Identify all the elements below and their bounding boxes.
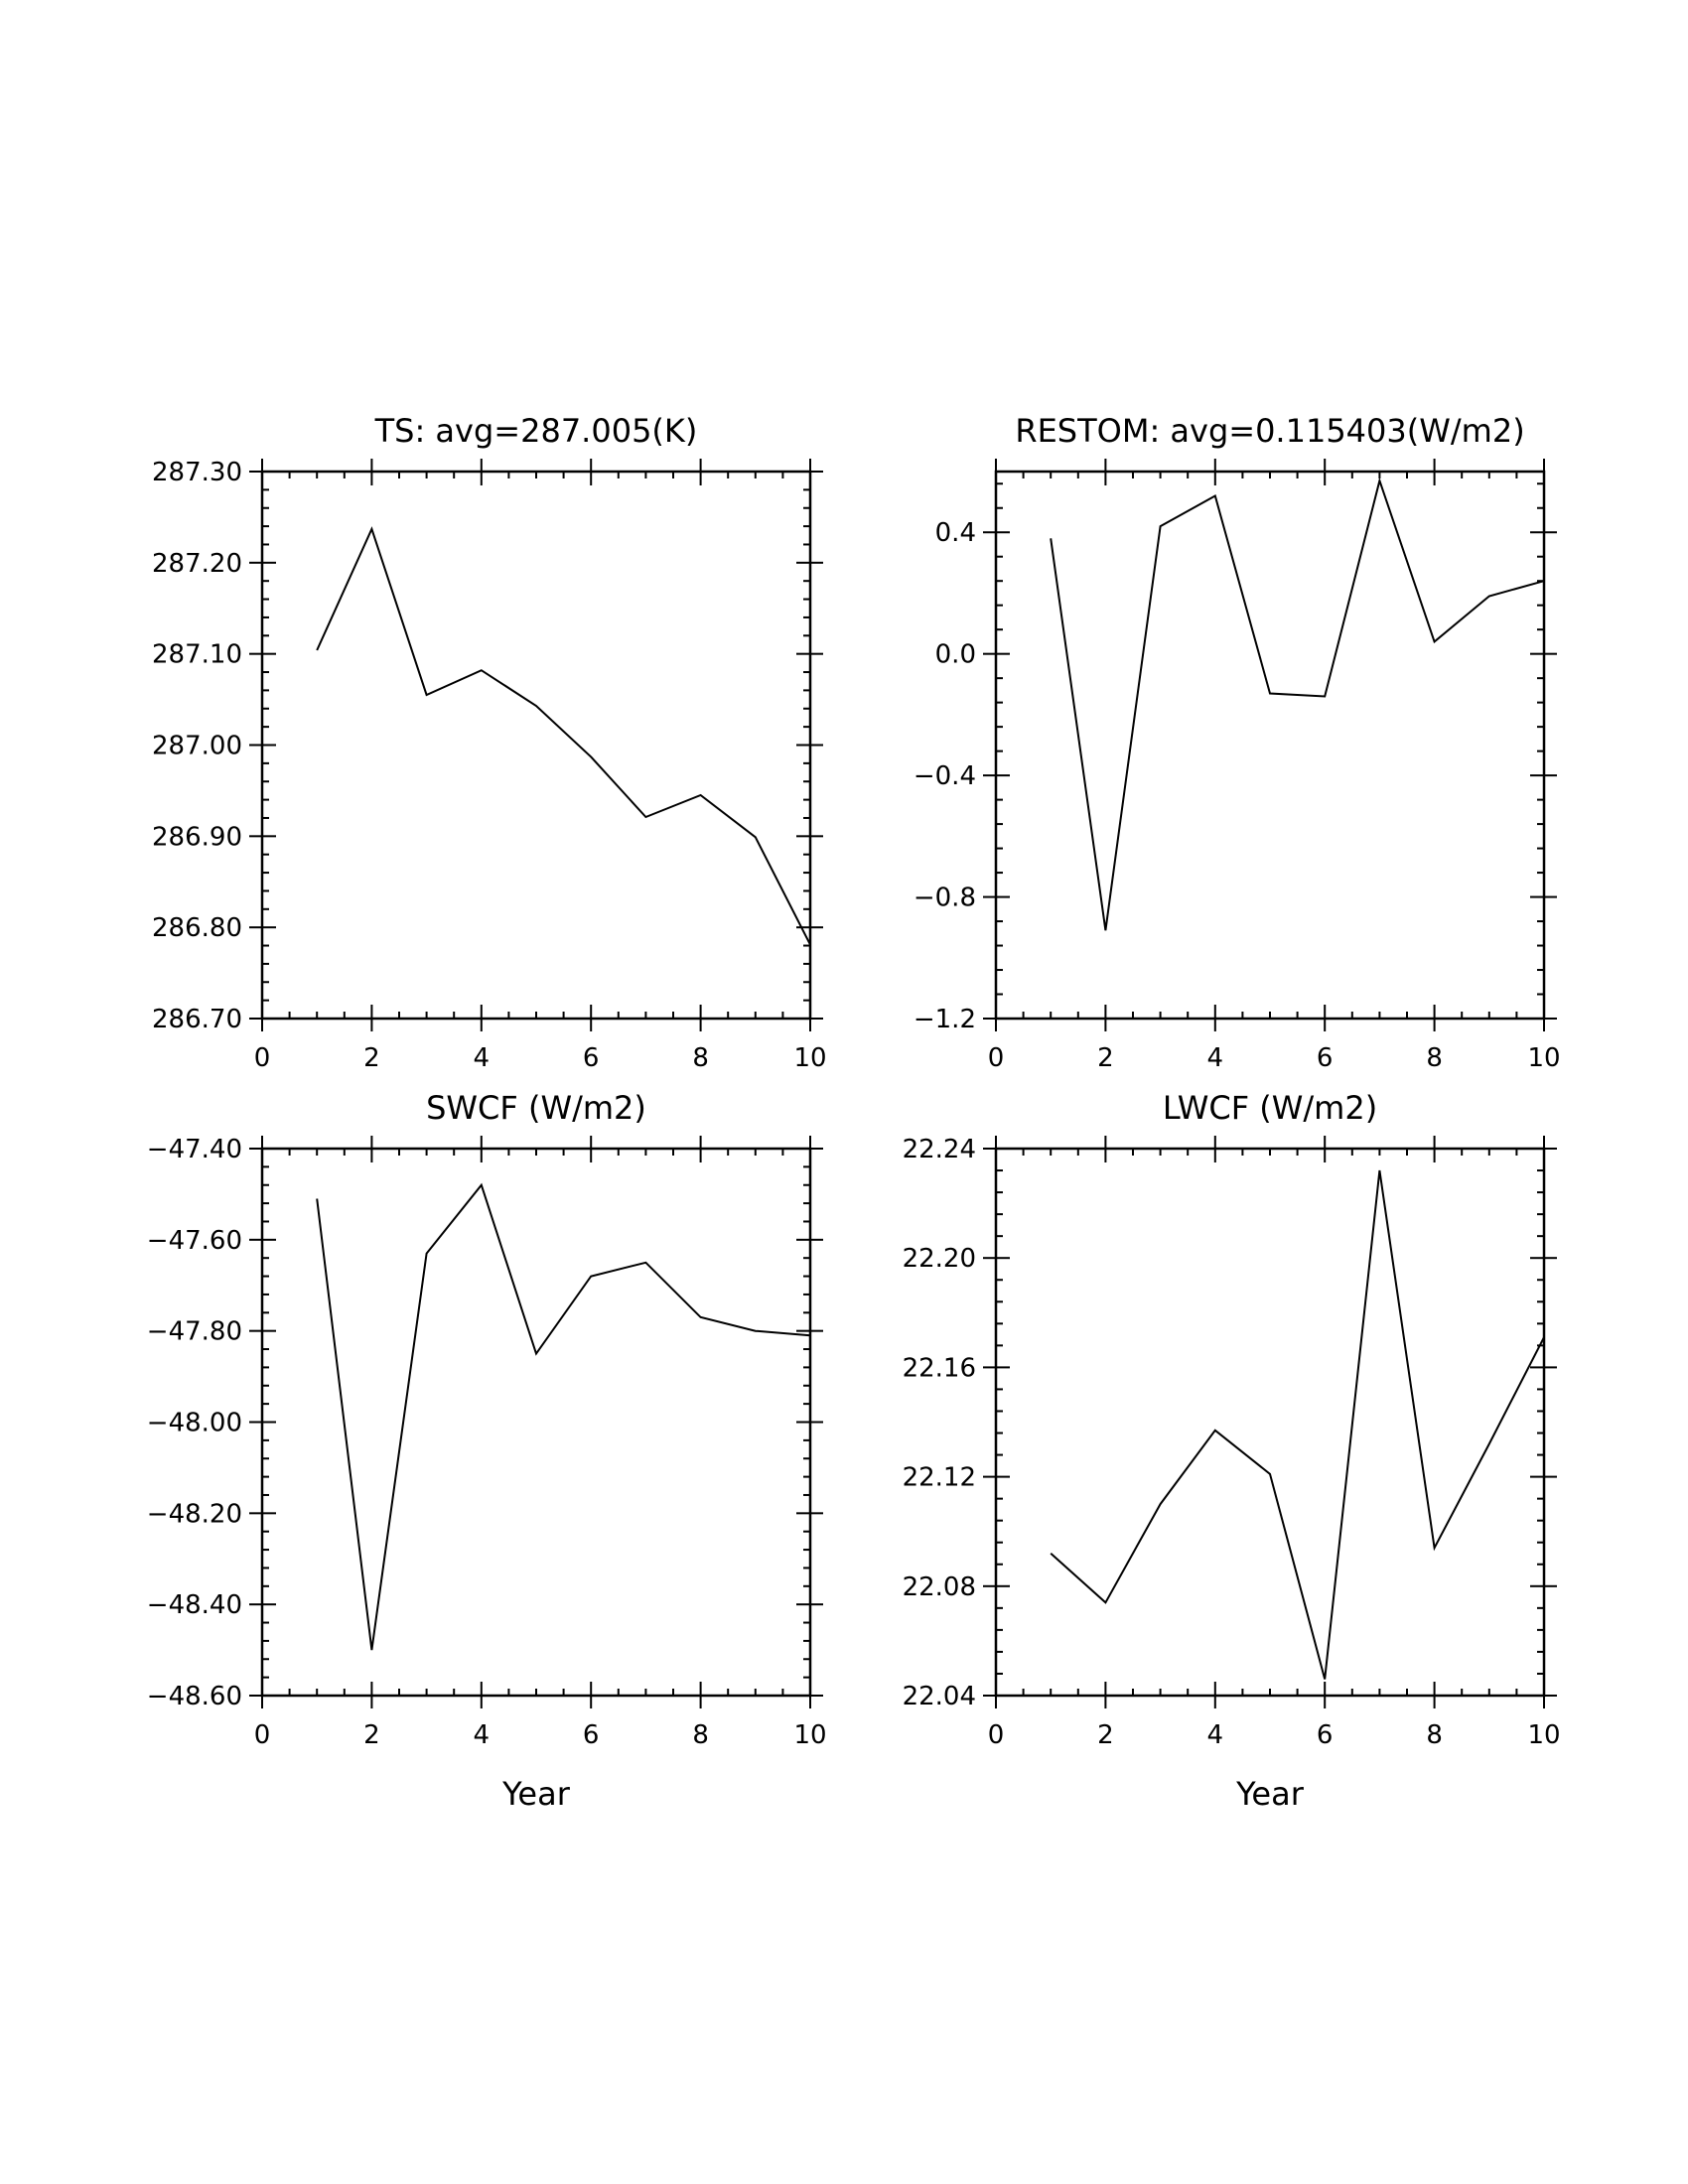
y-tick-label: −0.4 (914, 761, 976, 791)
y-tick-label: 0.0 (935, 640, 976, 670)
series-line (316, 1182, 811, 1651)
plot-frame (994, 470, 1546, 1021)
x-tick-label: 8 (692, 1043, 709, 1073)
x-tick-label: 0 (988, 1720, 1005, 1750)
plot-frame (260, 470, 812, 1021)
y-tick-label: 0.4 (935, 518, 976, 548)
x-tick-label: 8 (1426, 1043, 1443, 1073)
x-tick-label: 0 (988, 1043, 1005, 1073)
y-tick-label: 22.24 (903, 1135, 976, 1164)
x-tick-label: 4 (474, 1043, 491, 1073)
y-tick-label: 287.00 (152, 732, 242, 761)
chart-panel-restom: 0 2 4 6 8 10 −1.2 −0.8 −0.4 0.0 0.4 RESTOM: avg=0.1… (914, 412, 1561, 1073)
chart-panel-ts: 0 2 4 6 8 10 286.70 286.80 286.90 287.00 287.10 287… (152, 412, 827, 1073)
y-tick-label: 22.08 (903, 1572, 976, 1602)
panel-title: LWCF (W/m2) (1163, 1089, 1377, 1127)
x-tick-label: 6 (1317, 1720, 1334, 1750)
x-tick-label: 2 (363, 1043, 380, 1073)
x-tick-label: 2 (1097, 1043, 1114, 1073)
y-tick-label: −0.8 (914, 884, 976, 913)
y-tick-label: −47.60 (147, 1226, 242, 1256)
x-tick-label: 10 (1527, 1043, 1560, 1073)
x-tick-label: 4 (1207, 1043, 1224, 1073)
y-tick-label: −1.2 (914, 1005, 976, 1034)
x-tick-label: 8 (1426, 1720, 1443, 1750)
y-tick-label: −48.40 (147, 1590, 242, 1620)
x-tick-label: 10 (1527, 1720, 1560, 1750)
y-tick-label: 22.12 (903, 1463, 976, 1493)
x-tick-label: 2 (363, 1720, 380, 1750)
x-axis-title: Year (501, 1775, 571, 1813)
y-tick-label: 286.80 (152, 913, 242, 943)
x-tick-label: 2 (1097, 1720, 1114, 1750)
y-tick-label: 286.90 (152, 822, 242, 852)
plot-frame (994, 1147, 1546, 1698)
y-tick-label: −48.20 (147, 1499, 242, 1529)
y-tick-label: −47.40 (147, 1135, 242, 1164)
chart-panel-swcf: 0 2 4 6 8 10 −48.60 −48.40 −48.20 −48.00 −47.80 −47… (147, 1089, 827, 1813)
x-tick-label: 6 (1317, 1043, 1334, 1073)
x-tick-label: 10 (793, 1720, 826, 1750)
x-tick-label: 4 (474, 1720, 491, 1750)
x-axis-title: Year (1235, 1775, 1305, 1813)
chart-panel-lwcf: 0 2 4 6 8 10 22.04 22.08 22.12 22.16 22.20 22.24 LWC… (903, 1089, 1561, 1813)
y-tick-label: 22.04 (903, 1682, 976, 1711)
y-tick-label: 287.20 (152, 549, 242, 579)
y-tick-label: 22.16 (903, 1353, 976, 1383)
x-tick-label: 6 (583, 1043, 600, 1073)
x-tick-label: 0 (254, 1720, 271, 1750)
y-tick-label: −48.60 (147, 1682, 242, 1711)
y-tick-label: 287.30 (152, 458, 242, 487)
series-line (316, 526, 811, 946)
y-tick-label: 286.70 (152, 1005, 242, 1034)
y-tick-label: −47.80 (147, 1317, 242, 1347)
series-line (1050, 1169, 1545, 1680)
x-tick-label: 4 (1207, 1720, 1224, 1750)
y-tick-label: 22.20 (903, 1244, 976, 1274)
x-tick-label: 6 (583, 1720, 600, 1750)
x-tick-label: 8 (692, 1720, 709, 1750)
y-tick-label: −48.00 (147, 1409, 242, 1438)
y-tick-label: 287.10 (152, 640, 242, 670)
x-tick-label: 0 (254, 1043, 271, 1073)
x-tick-label: 10 (793, 1043, 826, 1073)
panel-title: TS: avg=287.005(K) (374, 412, 698, 450)
series-line (1050, 477, 1545, 931)
panel-title: RESTOM: avg=0.115403(W/m2) (1015, 412, 1524, 450)
panel-title: SWCF (W/m2) (426, 1089, 646, 1127)
